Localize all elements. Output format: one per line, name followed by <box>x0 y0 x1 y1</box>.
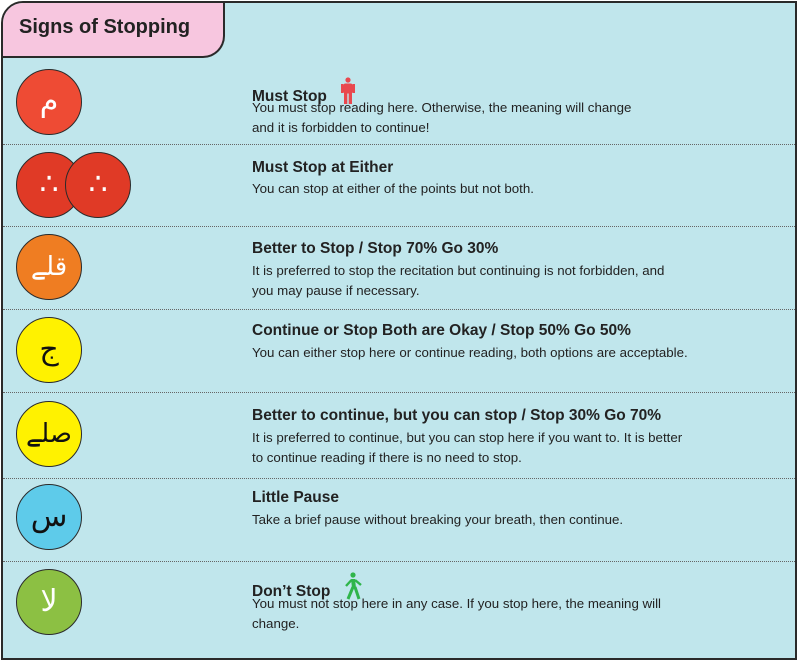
title-tab: Signs of Stopping <box>3 3 225 58</box>
sign-glyph: لا <box>40 584 58 619</box>
desc-line: Take a brief pause without breaking your… <box>252 512 624 527</box>
sign-little-pause: س <box>16 484 82 550</box>
sign-glyph: ∴ <box>39 167 59 202</box>
title-text: Better to Stop / Stop 70% Go 30% <box>252 240 499 257</box>
title-text: Don’t Stop <box>252 583 331 600</box>
desc-line: and it is forbidden to continue! <box>252 120 430 135</box>
divider <box>3 561 795 562</box>
row-title: Must Stop <box>252 77 355 111</box>
row-description: You can either stop here or continue rea… <box>252 343 791 363</box>
row-description: It is preferred to stop the recitation b… <box>252 261 791 301</box>
sign-glyph: س <box>30 499 68 534</box>
desc-line: change. <box>252 616 300 631</box>
sign-better-to-stop: قلے <box>16 234 82 300</box>
row-title: Little Pause <box>252 488 339 508</box>
divider <box>3 226 795 227</box>
row-description: You must not stop here in any case. If y… <box>252 594 791 634</box>
divider <box>3 309 795 310</box>
walking-person-icon <box>344 572 363 606</box>
sign-glyph: م <box>39 84 59 119</box>
row-title: Better to Stop / Stop 70% Go 30% <box>252 239 498 259</box>
desc-line: It is preferred to continue, but you can… <box>252 430 683 445</box>
desc-line: It is preferred to stop the recitation b… <box>252 263 665 278</box>
sign-must-stop: م <box>16 69 82 135</box>
sign-glyph: صلے <box>26 419 72 449</box>
title-text: Must Stop at Either <box>252 159 394 176</box>
sign-glyph: قلے <box>30 252 68 282</box>
row-title: Better to continue, but you can stop / S… <box>252 406 661 426</box>
desc-line: You can either stop here or continue rea… <box>252 345 688 360</box>
title-text: Little Pause <box>252 489 339 506</box>
divider <box>3 478 795 479</box>
sign-dont-stop: لا <box>16 569 82 635</box>
page-title: Signs of Stopping <box>19 16 191 38</box>
title-text: Better to continue, but you can stop / S… <box>252 407 662 424</box>
sign-continue-or-stop: ج <box>16 317 82 383</box>
sign-glyph: ∴ <box>88 167 108 202</box>
row-description: You must stop reading here. Otherwise, t… <box>252 98 791 138</box>
sign-glyph: ج <box>39 332 59 367</box>
row-title: Must Stop at Either <box>252 158 393 178</box>
row-description: It is preferred to continue, but you can… <box>252 428 791 468</box>
divider <box>3 144 795 145</box>
sign-better-to-continue: صلے <box>16 401 82 467</box>
row-title: Don’t Stop <box>252 572 363 606</box>
title-text: Must Stop <box>252 88 327 105</box>
standing-person-icon <box>340 77 355 111</box>
row-description: You can stop at either of the points but… <box>252 179 791 199</box>
sign-must-stop-either-2: ∴ <box>65 152 131 218</box>
title-text: Continue or Stop Both are Okay / Stop 50… <box>252 322 631 339</box>
row-description: Take a brief pause without breaking your… <box>252 510 791 530</box>
divider <box>3 392 795 393</box>
desc-line: You can stop at either of the points but… <box>252 181 534 196</box>
desc-line: to continue reading if there is no need … <box>252 450 522 465</box>
desc-line: you may pause if necessary. <box>252 283 420 298</box>
desc-line: You must not stop here in any case. If y… <box>252 596 661 611</box>
desc-line: You must stop reading here. Otherwise, t… <box>252 100 632 115</box>
row-title: Continue or Stop Both are Okay / Stop 50… <box>252 321 631 341</box>
